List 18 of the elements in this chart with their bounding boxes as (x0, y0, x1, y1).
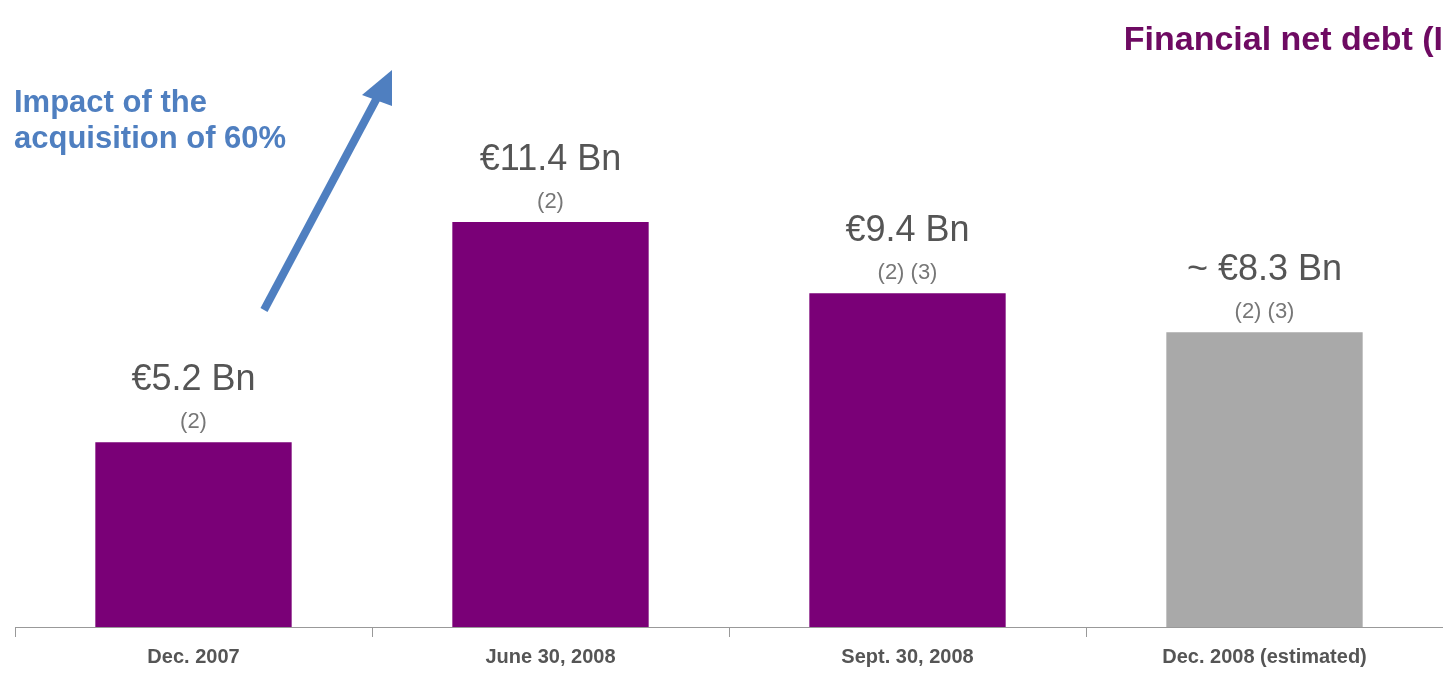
x-tick-label: Sept. 30, 2008 (841, 644, 974, 667)
chart-title: Financial net debt (I (1123, 18, 1443, 57)
bar (452, 222, 649, 627)
text: Impact of the acquisition of 60% (14, 84, 288, 156)
x-tick-label: Dec. 2007 (147, 644, 240, 667)
data-label: €11.4 Bn (479, 137, 622, 179)
annotation: (2) (3) (877, 259, 938, 285)
x-tick-label: June 30, 2008 (485, 644, 616, 667)
annotation: (2) (537, 188, 564, 214)
data-label: ~ €8.3 Bn (1186, 247, 1343, 289)
bar (1166, 332, 1363, 627)
bar (809, 293, 1006, 627)
annotation: (2) (180, 408, 207, 434)
x-tick-label: Dec. 2008 (estimated) (1162, 644, 1367, 667)
data-label: €5.2 Bn (131, 357, 256, 399)
data-label: €9.4 Bn (845, 208, 970, 250)
bar (95, 442, 292, 627)
annotation: (2) (3) (1234, 298, 1295, 324)
